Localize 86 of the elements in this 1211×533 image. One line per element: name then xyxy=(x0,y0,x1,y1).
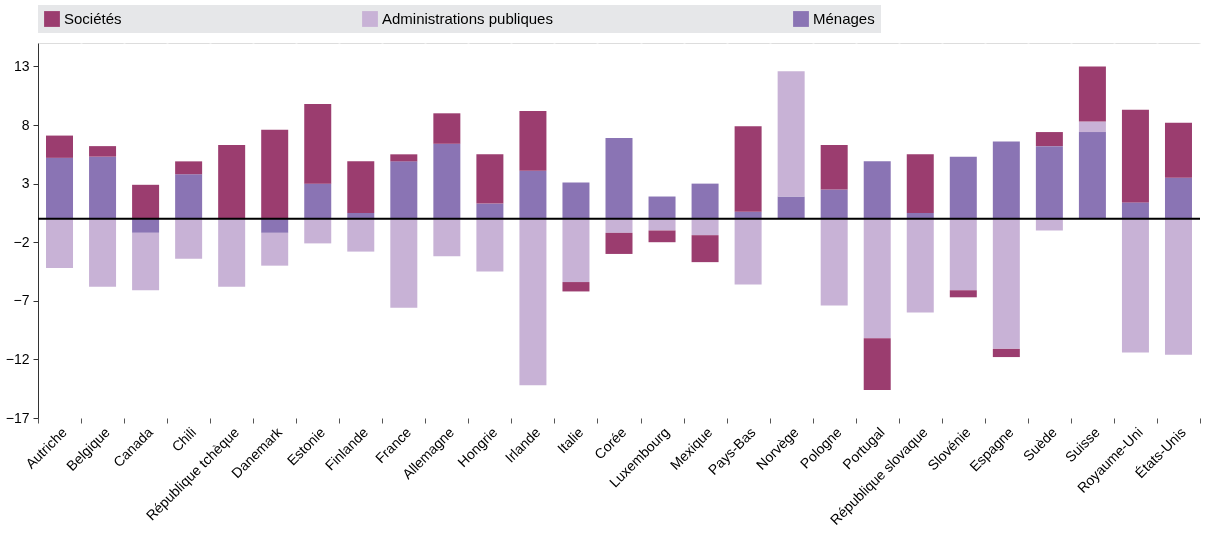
bar xyxy=(691,218,719,236)
bar xyxy=(906,218,934,313)
bar xyxy=(390,154,418,162)
bar xyxy=(390,161,418,219)
bar xyxy=(992,348,1020,358)
bar xyxy=(648,218,676,231)
bar xyxy=(605,232,633,254)
bar xyxy=(132,184,160,219)
bar xyxy=(1035,146,1063,219)
bar xyxy=(734,218,762,285)
bar xyxy=(175,174,203,219)
bar xyxy=(46,218,74,268)
bar xyxy=(476,218,504,272)
bar xyxy=(476,203,504,219)
legend-label: Ménages xyxy=(813,10,875,27)
bar xyxy=(1164,218,1192,355)
bar xyxy=(562,282,590,292)
bar xyxy=(1078,121,1106,133)
bar xyxy=(519,218,547,386)
bar xyxy=(1121,202,1149,219)
bar xyxy=(1121,218,1149,353)
y-tick-label: −12 xyxy=(5,350,30,367)
bar xyxy=(433,143,461,219)
y-tick-label: −7 xyxy=(13,292,30,309)
bar xyxy=(46,157,74,219)
bar xyxy=(605,218,633,233)
bar xyxy=(863,218,891,339)
bar xyxy=(304,183,332,219)
bar xyxy=(820,218,848,306)
y-tick-label: 8 xyxy=(21,116,30,133)
bar xyxy=(906,154,934,213)
legend-label: Sociétés xyxy=(64,10,122,27)
bar xyxy=(691,183,719,219)
bar xyxy=(347,218,375,252)
bar xyxy=(777,196,805,219)
bar xyxy=(175,218,203,259)
bar xyxy=(648,196,676,219)
bar xyxy=(218,218,246,287)
bar xyxy=(261,218,289,233)
y-tick-label: 3 xyxy=(21,175,30,192)
bar xyxy=(1078,132,1106,219)
bar xyxy=(218,144,246,219)
bar xyxy=(1164,177,1192,219)
legend-label: Administrations publiques xyxy=(382,10,553,27)
bar xyxy=(433,218,461,257)
bar xyxy=(175,161,203,175)
bar xyxy=(648,230,676,243)
y-tick-label: −2 xyxy=(13,233,30,250)
bar xyxy=(992,141,1020,219)
bar xyxy=(863,338,891,390)
bar xyxy=(863,161,891,219)
bar xyxy=(519,110,547,171)
bar xyxy=(820,144,848,190)
bar xyxy=(777,71,805,197)
bar xyxy=(734,126,762,212)
bar xyxy=(89,218,117,287)
bar xyxy=(46,135,74,158)
bar xyxy=(949,218,977,291)
bar xyxy=(1078,66,1106,122)
bar xyxy=(304,103,332,184)
bar xyxy=(949,156,977,219)
bar xyxy=(390,218,418,308)
y-tick-label: 13 xyxy=(13,57,30,74)
bar xyxy=(132,232,160,291)
bar xyxy=(562,182,590,219)
bar xyxy=(691,235,719,263)
bar xyxy=(433,113,461,144)
bar xyxy=(1035,132,1063,147)
bar xyxy=(949,290,977,298)
bar xyxy=(89,146,117,157)
bar xyxy=(347,161,375,213)
bar xyxy=(476,154,504,204)
bar xyxy=(820,189,848,219)
bar xyxy=(261,129,289,219)
bar xyxy=(1121,109,1149,203)
y-tick-label: −17 xyxy=(5,409,30,426)
bar xyxy=(1035,218,1063,231)
bar xyxy=(605,137,633,219)
bar xyxy=(562,218,590,283)
bar xyxy=(1164,122,1192,178)
bar xyxy=(132,218,160,233)
bar xyxy=(89,156,117,219)
bar xyxy=(992,218,1020,349)
bar xyxy=(304,218,332,244)
bar xyxy=(519,170,547,219)
bar xyxy=(261,232,289,266)
